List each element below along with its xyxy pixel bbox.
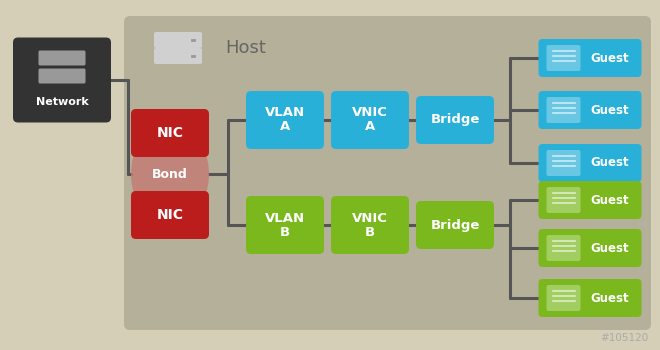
FancyBboxPatch shape <box>539 279 642 317</box>
Text: VNIC
A: VNIC A <box>352 106 388 133</box>
FancyBboxPatch shape <box>246 196 324 254</box>
FancyBboxPatch shape <box>131 191 209 239</box>
Text: Network: Network <box>36 97 88 107</box>
FancyBboxPatch shape <box>416 201 494 249</box>
Text: Guest: Guest <box>591 292 630 304</box>
Text: Guest: Guest <box>591 156 630 169</box>
FancyBboxPatch shape <box>546 45 581 71</box>
Text: VLAN
A: VLAN A <box>265 106 305 133</box>
FancyBboxPatch shape <box>131 109 209 157</box>
Text: Guest: Guest <box>591 104 630 117</box>
FancyBboxPatch shape <box>124 16 651 330</box>
Text: Bridge: Bridge <box>430 113 480 126</box>
FancyBboxPatch shape <box>331 196 409 254</box>
Text: Guest: Guest <box>591 241 630 254</box>
FancyBboxPatch shape <box>38 50 86 65</box>
FancyBboxPatch shape <box>546 187 581 213</box>
FancyBboxPatch shape <box>539 91 642 129</box>
Text: NIC: NIC <box>156 126 183 140</box>
FancyBboxPatch shape <box>13 37 111 122</box>
FancyBboxPatch shape <box>539 181 642 219</box>
FancyBboxPatch shape <box>546 150 581 176</box>
Text: Guest: Guest <box>591 51 630 64</box>
FancyBboxPatch shape <box>246 91 324 149</box>
Text: Guest: Guest <box>591 194 630 206</box>
FancyBboxPatch shape <box>331 91 409 149</box>
Text: Bridge: Bridge <box>430 218 480 231</box>
FancyBboxPatch shape <box>539 39 642 77</box>
Text: Bond: Bond <box>152 168 188 181</box>
FancyBboxPatch shape <box>546 235 581 261</box>
Text: #105120: #105120 <box>600 333 648 343</box>
FancyBboxPatch shape <box>416 96 494 144</box>
FancyBboxPatch shape <box>539 144 642 182</box>
FancyBboxPatch shape <box>546 285 581 311</box>
FancyBboxPatch shape <box>38 69 86 84</box>
Ellipse shape <box>131 124 209 224</box>
FancyBboxPatch shape <box>546 97 581 123</box>
Text: VNIC
B: VNIC B <box>352 211 388 238</box>
Text: VLAN
B: VLAN B <box>265 211 305 238</box>
Text: NIC: NIC <box>156 208 183 222</box>
FancyBboxPatch shape <box>539 229 642 267</box>
FancyBboxPatch shape <box>154 32 202 48</box>
Text: Host: Host <box>225 39 266 57</box>
FancyBboxPatch shape <box>154 48 202 64</box>
